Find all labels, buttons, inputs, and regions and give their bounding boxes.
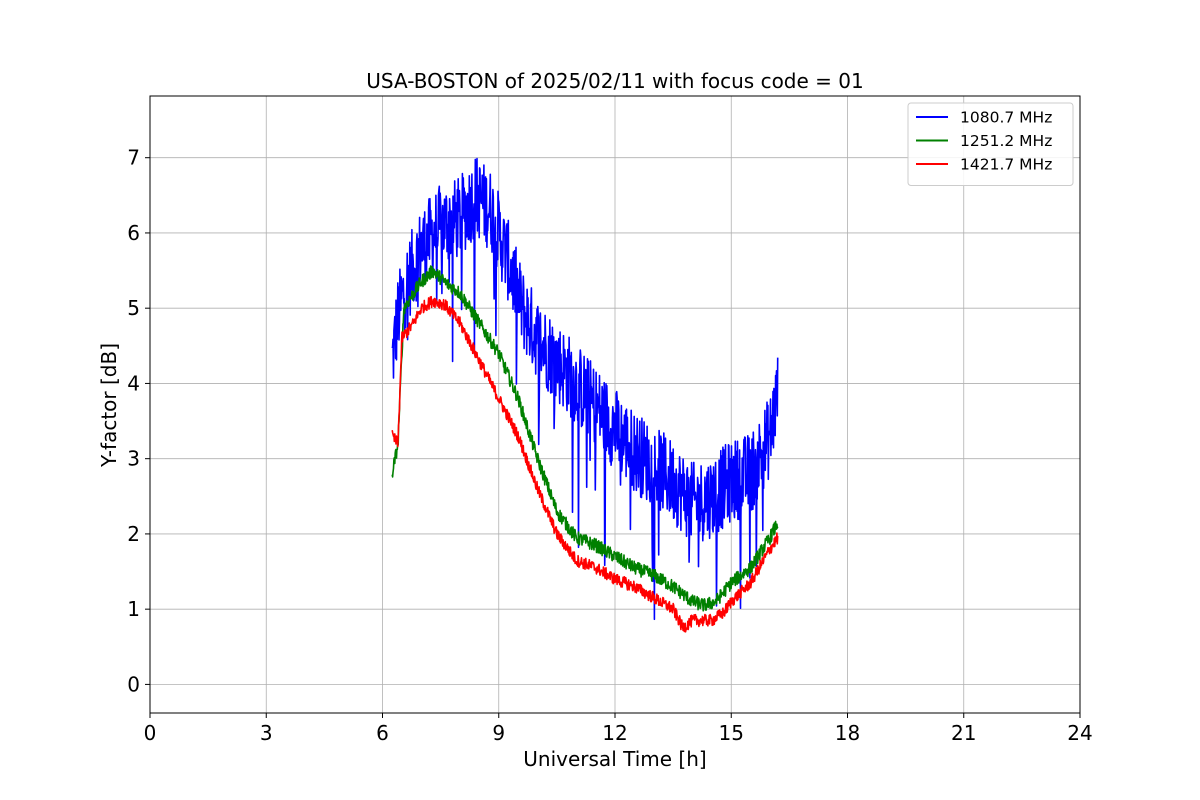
legend-entry-label: 1421.7 MHz	[960, 156, 1052, 174]
x-tick-label: 21	[951, 721, 976, 745]
legend: 1080.7 MHz 1251.2 MHz 1421.7 MHz	[907, 102, 1074, 186]
x-axis-label: Universal Time [h]	[523, 747, 706, 771]
legend-entry-label: 1080.7 MHz	[960, 109, 1052, 127]
y-axis-label: Y-factor [dB]	[97, 343, 121, 468]
y-tick-label: 1	[127, 597, 140, 621]
x-tick-label: 12	[602, 721, 627, 745]
series-line-2	[391, 265, 779, 612]
legend-box	[907, 102, 1074, 186]
y-axis: 0 1 2 3 4 5 6 7	[127, 146, 150, 696]
x-tick-label: 18	[835, 721, 860, 745]
series-layer	[391, 157, 779, 633]
x-tick-label: 3	[260, 721, 273, 745]
x-tick-label: 6	[376, 721, 389, 745]
x-tick-label: 15	[719, 721, 744, 745]
y-tick-label: 6	[127, 221, 140, 245]
series-line-1	[391, 157, 779, 621]
chart-title: USA-BOSTON of 2025/02/11 with focus code…	[366, 69, 863, 93]
legend-entry-label: 1251.2 MHz	[960, 132, 1052, 150]
y-tick-label: 3	[127, 447, 140, 471]
x-tick-label: 9	[492, 721, 505, 745]
y-tick-label: 4	[127, 371, 140, 395]
x-tick-label: 24	[1067, 721, 1092, 745]
y-tick-label: 0	[127, 672, 140, 696]
grid-lines	[149, 96, 1081, 713]
y-tick-label: 7	[127, 146, 140, 170]
x-axis: 0 3 6 9 12 15 18 21 24	[144, 713, 1093, 745]
y-tick-label: 5	[127, 296, 140, 320]
x-tick-label: 0	[144, 721, 157, 745]
y-tick-label: 2	[127, 522, 140, 546]
series-line-3	[391, 295, 779, 633]
